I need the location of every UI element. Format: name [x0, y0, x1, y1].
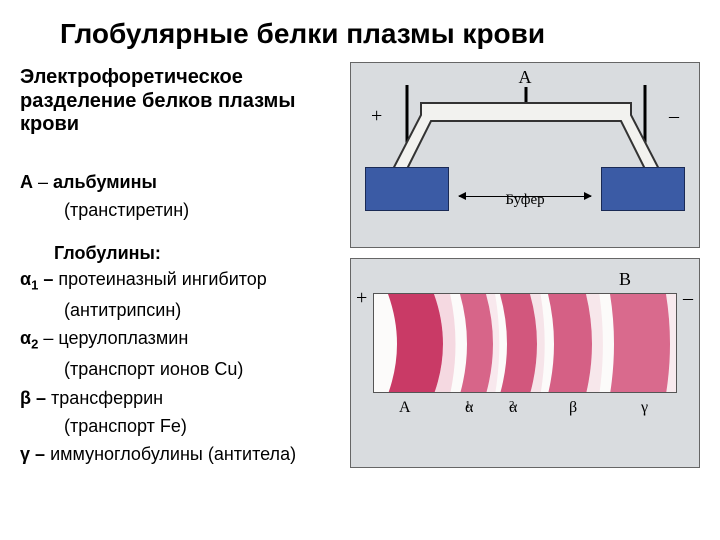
axis-label-A: A — [399, 399, 411, 417]
gel-band — [388, 294, 443, 393]
legend-row-a1: α1 – протеиназный ингибитор — [20, 267, 350, 294]
legend-row-albumin: А – альбумины — [20, 170, 350, 194]
legend-name-g: иммуноглобулины (антитела) — [50, 444, 296, 464]
diagram-b-label: В — [619, 269, 631, 290]
legend-dash: – — [35, 444, 45, 464]
gel-band — [548, 294, 592, 393]
legend-note-a2: (транспорт ионов Cu) — [20, 357, 350, 381]
legend-name-A: альбумины — [53, 172, 157, 192]
minus-sign: – — [683, 287, 693, 310]
legend-label-A: А — [20, 172, 33, 192]
legend-label-b: β — [20, 388, 31, 408]
legend-row-g: γ – иммуноглобулины (антитела) — [20, 442, 350, 466]
axis-label-b: β — [569, 399, 577, 417]
legend-note-A: (транстиретин) — [20, 198, 350, 222]
gel-bands-svg — [374, 294, 677, 393]
legend-dash: – — [43, 269, 53, 289]
legend-dash: – — [38, 172, 48, 192]
legend-row-b: β – трансферрин — [20, 386, 350, 410]
diagram-apparatus: А + – Буфер — [350, 62, 700, 248]
legend-label-a1: α — [20, 269, 31, 289]
axis-label-g: γ — [641, 399, 648, 417]
gel-band — [460, 294, 493, 393]
legend-name-b: трансферрин — [51, 388, 163, 408]
legend-note-b: (транспорт Fe) — [20, 414, 350, 438]
legend-label-g: γ — [20, 444, 30, 464]
legend-dash: – — [36, 388, 46, 408]
legend-label-a2: α — [20, 328, 31, 348]
gel-band — [610, 294, 670, 393]
bridge-plate — [391, 103, 661, 173]
page-subtitle: Электрофоретическое разделение белков пл… — [20, 66, 300, 137]
legend-dash: – — [43, 328, 53, 348]
buffer-tank-left — [365, 167, 449, 211]
legend-row-a2: α2 – церулоплазмин — [20, 326, 350, 353]
legend-sub-a2: 2 — [31, 337, 38, 352]
legend-name-a1: протеиназный ингибитор — [58, 269, 266, 289]
gel-axis-labels: A α1 α2 β γ — [373, 399, 677, 423]
buffer-tank-right — [601, 167, 685, 211]
page-title: Глобулярные белки плазмы крови — [60, 18, 710, 50]
apparatus-svg — [351, 63, 701, 249]
legend-note-a1: (антитрипсин) — [20, 298, 350, 322]
legend-name-a2: церулоплазмин — [58, 328, 188, 348]
legend-globulins-title: Глобулины: — [20, 241, 350, 265]
legend-block: А – альбумины (транстиретин) Глобулины: … — [20, 170, 350, 471]
diagram-gel: В + – A α1 α2 β γ — [350, 258, 700, 468]
buffer-label: Буфер — [505, 192, 544, 209]
gel-strip — [373, 293, 677, 393]
gel-band — [500, 294, 537, 393]
legend-sub-a1: 1 — [31, 277, 38, 292]
plus-sign: + — [356, 287, 367, 310]
